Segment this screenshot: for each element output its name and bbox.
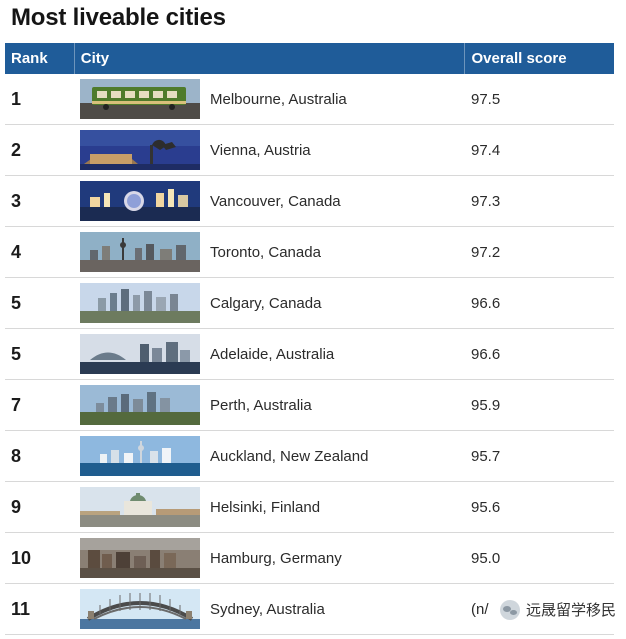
city-cell: Vienna, Austria	[74, 130, 465, 170]
city-name: Vancouver, Canada	[210, 192, 341, 210]
rank-cell: 3	[11, 190, 22, 211]
city-name: Vienna, Austria	[210, 141, 311, 159]
table-row: 5 Adelaide, Australia 96.6	[5, 329, 614, 380]
score-cell: 95.6	[471, 498, 501, 516]
table-row: 8 Auckland, New Zealand 95.7	[5, 431, 614, 482]
score-cell: (n/	[471, 600, 489, 618]
city-cell: Calgary, Canada	[74, 283, 465, 323]
rank-cell: 5	[11, 292, 22, 313]
city-header: City	[80, 50, 110, 67]
city-cell: Helsinki, Finland	[74, 487, 465, 527]
liveable-cities-table: Rank City Overall score 1	[5, 43, 614, 635]
table-row: 5 Calgary, Canada 96.6	[5, 278, 614, 329]
chat-bubble-icon	[499, 599, 520, 620]
city-photo	[80, 436, 200, 476]
watermark-text: 远晟留学移民	[525, 602, 616, 619]
score-cell: 95.0	[471, 549, 501, 567]
city-name: Adelaide, Australia	[210, 345, 335, 363]
city-cell: Perth, Australia	[74, 385, 465, 425]
city-photo	[80, 79, 200, 119]
table-row: 7 Perth, Australia 95.9	[5, 380, 614, 431]
city-cell: Vancouver, Canada	[74, 181, 465, 221]
score-cell: 95.9	[471, 396, 501, 414]
city-photo	[80, 334, 200, 374]
city-photo	[80, 385, 200, 425]
score-cell: 97.5	[471, 90, 501, 108]
city-photo	[80, 283, 200, 323]
table-row: 1 Melbourne, Australia	[5, 74, 614, 125]
score-cell: 97.3	[471, 192, 501, 210]
city-name: Auckland, New Zealand	[210, 447, 369, 465]
city-photo	[80, 589, 200, 629]
table-row: 3 Vancouver, Canada 97.3	[5, 176, 614, 227]
score-cell: 97.2	[471, 243, 501, 261]
rank-cell: 10	[11, 547, 32, 568]
table-row: 10 Hamburg, Germany 95.0	[5, 533, 614, 584]
score-header: Overall score	[471, 50, 567, 67]
city-name: Perth, Australia	[210, 396, 312, 414]
rank-cell: 9	[11, 496, 22, 517]
city-photo	[80, 130, 200, 170]
city-photo	[80, 232, 200, 272]
table-row: 4 Toronto, Canada 97.2	[5, 227, 614, 278]
city-cell: Adelaide, Australia	[74, 334, 465, 374]
table-header-row: Rank City Overall score	[5, 43, 614, 74]
rank-cell: 4	[11, 241, 22, 262]
page-title: Most liveable cities	[11, 4, 226, 31]
rank-cell: 8	[11, 445, 22, 466]
header-divider	[73, 43, 75, 74]
table-row: 11	[5, 584, 614, 635]
rank-cell: 7	[11, 394, 22, 415]
city-cell: Auckland, New Zealand	[74, 436, 465, 476]
rank-cell: 11	[11, 598, 31, 619]
watermark: 远晟留学移民	[497, 599, 618, 620]
header-divider	[464, 43, 466, 74]
city-photo	[80, 487, 200, 527]
city-name: Hamburg, Germany	[210, 549, 342, 567]
score-cell: 95.7	[471, 447, 501, 465]
table-row: 9 Helsinki, Finland 95.6	[5, 482, 614, 533]
city-name: Melbourne, Australia	[210, 90, 347, 108]
city-cell: Sydney, Australia	[74, 589, 465, 629]
city-name: Calgary, Canada	[210, 294, 322, 312]
rank-cell: 2	[11, 139, 22, 160]
city-cell: Toronto, Canada	[74, 232, 465, 272]
city-cell: Hamburg, Germany	[74, 538, 465, 578]
city-name: Helsinki, Finland	[210, 498, 321, 516]
rank-cell: 1	[11, 88, 22, 109]
score-cell: 96.6	[471, 294, 501, 312]
table-row: 2 Vienna, Austria 97.4	[5, 125, 614, 176]
city-photo	[80, 538, 200, 578]
rank-header: Rank	[11, 50, 48, 67]
city-photo	[80, 181, 200, 221]
city-name: Toronto, Canada	[210, 243, 321, 261]
city-name: Sydney, Australia	[210, 600, 325, 618]
rank-cell: 5	[11, 343, 22, 364]
score-cell: 96.6	[471, 345, 501, 363]
score-cell: 97.4	[471, 141, 501, 159]
city-cell: Melbourne, Australia	[74, 79, 465, 119]
